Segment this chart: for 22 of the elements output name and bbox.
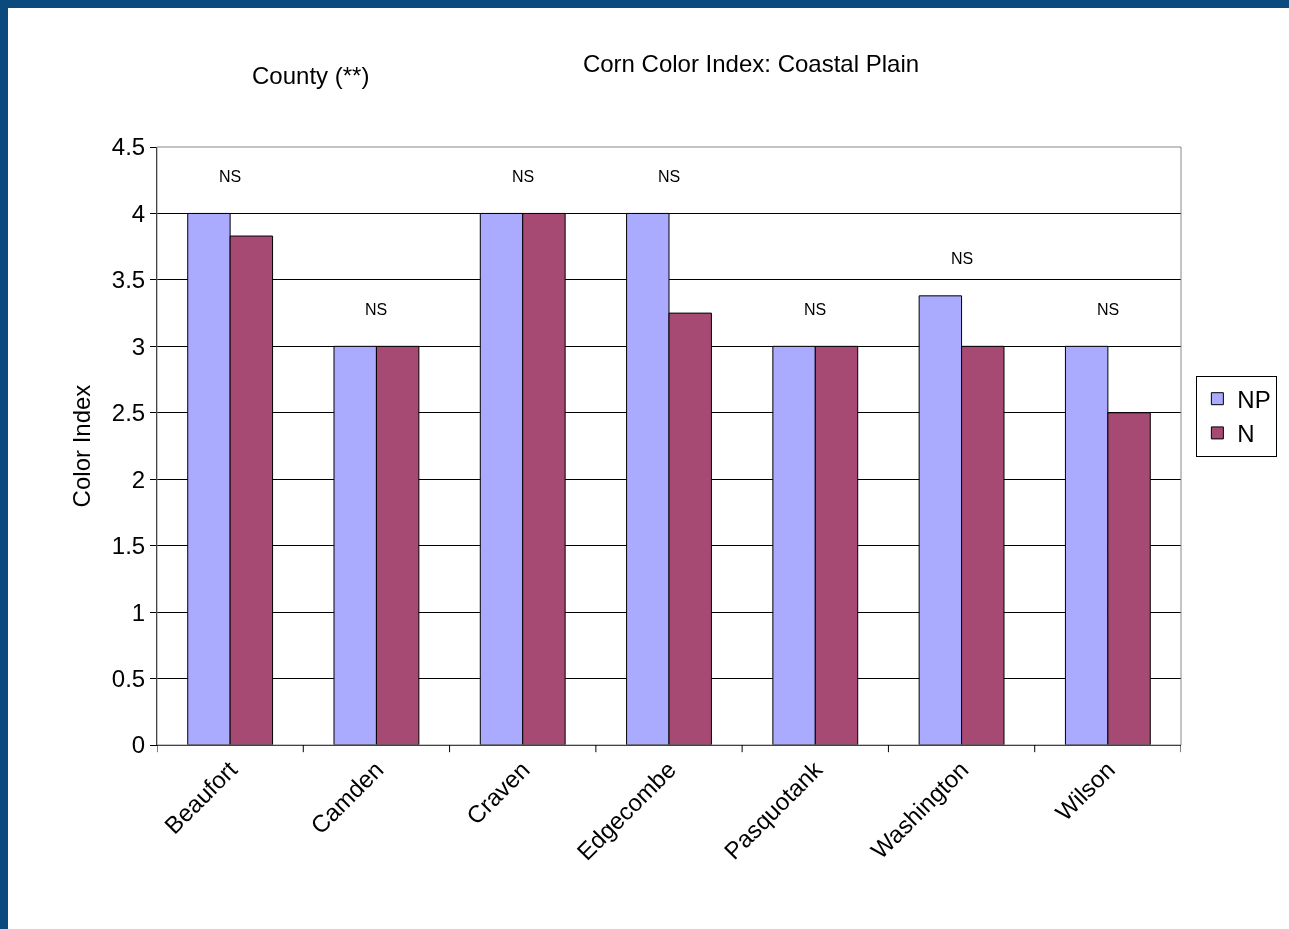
y-tick-label: 4.5 — [111, 133, 146, 161]
text: County (**) — [252, 62, 370, 89]
y-axis-title: Color Index — [67, 384, 95, 508]
legend-label: N — [1237, 420, 1255, 448]
annotation: NS — [804, 301, 827, 318]
annotation: NS — [658, 168, 681, 185]
annotation: NS — [512, 168, 535, 185]
y-tick-label: 2.5 — [111, 399, 146, 427]
legend-label: NP — [1237, 386, 1271, 414]
chart-title: Corn Color Index: Coastal Plain — [582, 49, 920, 77]
y-tick-label: 2 — [131, 465, 146, 493]
y-tick-label: 4 — [131, 199, 146, 227]
annotation: NS — [951, 250, 974, 267]
y-tick-label: 3 — [131, 332, 146, 360]
y-tick-label: 1.5 — [111, 532, 146, 560]
y-tick-label: 1 — [131, 598, 146, 626]
y-tick-label: 0 — [131, 731, 146, 759]
annotation: NS — [219, 168, 242, 185]
y-tick-label: 3.5 — [111, 266, 146, 294]
y-tick-label: 0.5 — [111, 664, 146, 692]
annotation: NS — [365, 301, 388, 318]
annotation: NS — [1097, 301, 1120, 318]
